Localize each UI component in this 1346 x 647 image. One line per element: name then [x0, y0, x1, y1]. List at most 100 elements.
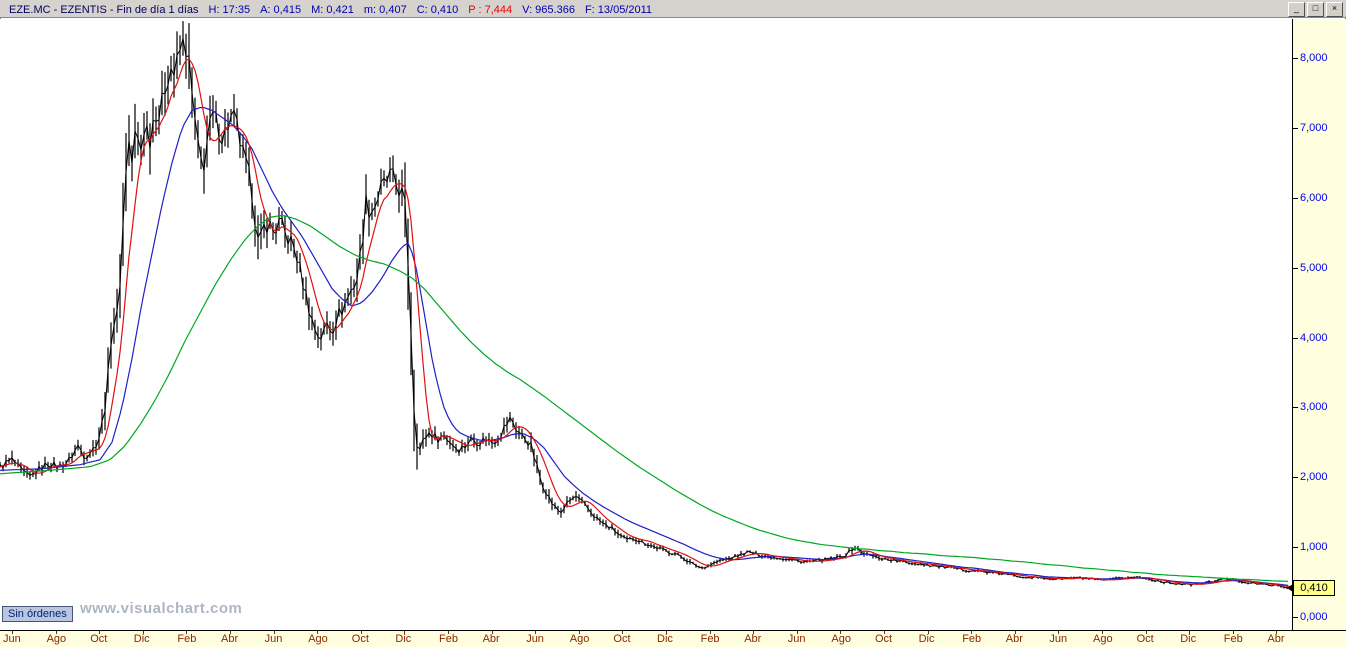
x-axis-tick [1232, 631, 1234, 634]
x-axis-label: Dic [133, 633, 150, 645]
price-close-line [0, 38, 1291, 589]
y-axis-label: 5,000 [1300, 261, 1328, 274]
x-axis-tick [317, 631, 319, 634]
x-axis-label: Dic [657, 633, 673, 645]
x-axis-label: Ago [831, 633, 851, 645]
y-axis-tick [1293, 547, 1298, 549]
x-axis-tick [927, 631, 929, 634]
x-axis-tick [666, 631, 667, 634]
x-axis-tick [840, 631, 842, 634]
y-axis-label: 6,000 [1300, 191, 1328, 204]
y-axis-tick [1293, 337, 1298, 339]
window-title: EZE.MC - EZENTIS - Fin de día 1 días H: 1… [9, 0, 662, 17]
x-axis-label: Abr [482, 633, 500, 645]
title-field: F: 13/05/2011 [584, 3, 653, 16]
x-axis-label: Dic [1180, 633, 1197, 645]
x-axis-tick [404, 631, 406, 634]
x-axis-tick [142, 631, 144, 634]
price-arrow-icon [1287, 584, 1293, 593]
x-axis-tick [709, 631, 711, 634]
window-controls: _ □ × [1288, 2, 1343, 17]
chart-plot-area [0, 19, 1292, 630]
x-axis-tick [1014, 631, 1016, 634]
title-field: H: 17:35 [208, 3, 251, 16]
x-axis-tick [12, 631, 13, 634]
ma-medium-line [0, 106, 1289, 586]
ma-fast-line [0, 58, 1291, 588]
x-axis-label: Abr [744, 633, 762, 645]
x-axis-label: Ago [308, 633, 328, 645]
x-axis-tick [753, 631, 755, 634]
x-axis-tick [491, 631, 493, 634]
x-axis-tick [1058, 631, 1060, 634]
maximize-button[interactable]: □ [1307, 2, 1324, 17]
y-axis-tick [1293, 407, 1298, 409]
x-axis-label: Dic [918, 633, 935, 645]
y-axis-tick [1293, 58, 1298, 59]
y-axis-label: 2,000 [1300, 471, 1328, 484]
y-axis-tick [1293, 477, 1298, 479]
x-axis-tick [622, 631, 624, 634]
close-button[interactable]: × [1326, 2, 1343, 17]
ma-slow-line [0, 214, 1289, 582]
last-price-label: 0,410 [1293, 580, 1335, 597]
title-field: A: 0,415 [260, 3, 302, 16]
x-axis-label: Ago [569, 633, 590, 645]
title-field: C: 0,410 [416, 3, 459, 16]
x-axis-label: Abr [1267, 633, 1285, 645]
y-axis-label: 1,000 [1300, 541, 1328, 554]
x-axis-label: Dic [395, 633, 412, 645]
price-axis[interactable]: 8,000 7,000 6,000 5,000 4,000 3,000 2,000 1,000… [1292, 19, 1346, 630]
x-axis-label: Ago [46, 633, 67, 645]
x-axis-tick [535, 631, 537, 634]
price-chart-canvas[interactable] [0, 19, 1292, 630]
x-axis-tick [186, 631, 188, 634]
minimize-button[interactable]: _ [1288, 2, 1305, 17]
no-orders-button[interactable]: Sin órdenes [2, 606, 73, 622]
title-field: V: 965.366 [522, 3, 575, 16]
y-axis-label: 0,000 [1300, 611, 1328, 623]
x-axis-tick [360, 631, 362, 634]
x-axis-tick [1102, 631, 1103, 634]
x-axis-label: Oct [351, 633, 369, 645]
x-axis-tick [796, 631, 798, 634]
title-field: m: 0,407 [363, 3, 407, 16]
x-axis-tick [971, 631, 973, 634]
title-field: M: 0,421 [311, 3, 354, 16]
x-axis-tick [1276, 631, 1278, 634]
x-axis-tick [448, 631, 449, 634]
title-field: EZE.MC - EZENTIS - Fin de día 1 días [9, 3, 199, 16]
x-axis-label: Feb [177, 633, 197, 645]
y-axis-label: 4,000 [1300, 331, 1328, 344]
x-axis-tick [578, 631, 580, 634]
x-axis-tick [273, 631, 275, 634]
x-axis-label: Oct [1136, 633, 1154, 645]
x-axis-label: Feb [962, 633, 982, 645]
x-axis-label: Ago [1093, 633, 1113, 645]
x-axis-label: Jun [526, 633, 544, 645]
x-axis-tick [55, 631, 57, 634]
y-axis-tick [1293, 197, 1298, 199]
x-axis-tick [884, 631, 885, 634]
x-axis-label: Oct [875, 633, 893, 645]
x-axis-label: Jun [264, 633, 283, 645]
x-axis-tick [99, 631, 101, 634]
x-axis-tick [1189, 631, 1191, 634]
visualchart-watermark: www.visualchart.com [80, 600, 243, 617]
x-axis-label: Jun [787, 633, 806, 645]
x-axis-label: Abr [221, 633, 239, 645]
x-axis-label: Feb [700, 633, 720, 645]
time-axis[interactable]: Jun Ago Oct Dic Feb Abr Jun Ago Oct Dic Feb Abr Jun A… [0, 630, 1346, 647]
x-axis-label: Feb [439, 633, 458, 645]
y-axis-tick [1293, 617, 1298, 618]
y-axis-label: 8,000 [1300, 52, 1328, 64]
y-axis-tick [1293, 127, 1298, 129]
title-bar[interactable]: EZE.MC - EZENTIS - Fin de día 1 días H: 1… [0, 0, 1346, 18]
x-axis-tick [1145, 631, 1147, 634]
x-axis-tick [230, 631, 231, 634]
x-axis-label: Jun [1049, 633, 1068, 645]
x-axis-label: Abr [1005, 633, 1023, 645]
x-axis-label: Feb [1223, 633, 1243, 645]
last-price-marker: 0,410 [1287, 580, 1335, 597]
